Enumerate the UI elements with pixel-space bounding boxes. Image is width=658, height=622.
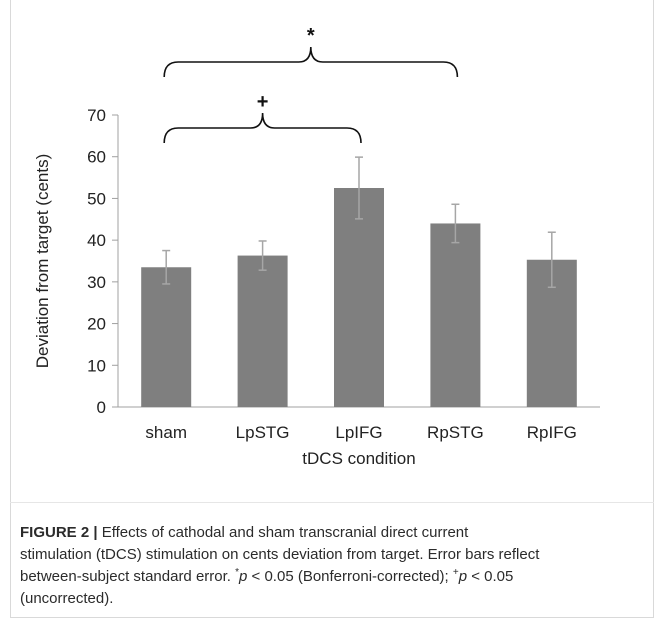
chart-error-bars <box>162 156 556 289</box>
x-axis-title: tDCS condition <box>302 449 415 468</box>
caption-text-3c: < 0.05 <box>467 568 514 585</box>
significance-brackets <box>163 46 459 144</box>
caption-text-3b: < 0.05 (Bonferroni-corrected); <box>247 568 453 585</box>
y-tick-label: 60 <box>87 148 106 167</box>
caption-figure-label: FIGURE 2 | <box>20 524 98 541</box>
significance-bracket-1 <box>163 46 459 78</box>
bar-LpIFG <box>334 188 384 407</box>
y-tick-label: 70 <box>87 106 106 125</box>
bar-sham <box>141 267 192 407</box>
bar-chart: 0 10 20 30 40 50 60 70 sham LpSTG LpIFG RpSTG RpIFG t… <box>33 25 600 468</box>
y-axis-title: Deviation from target (cents) <box>33 154 52 368</box>
caption-p-symbol: p <box>239 568 248 585</box>
chart-bars <box>141 188 577 407</box>
caption-p-symbol-2: p <box>458 568 468 585</box>
significance-marker: * <box>307 25 315 47</box>
caption-line-2: stimulation (tDCS) stimulation on cents … <box>20 546 540 563</box>
significance-marker: + <box>257 91 269 113</box>
y-tick-label: 40 <box>87 231 106 250</box>
figure-caption: FIGURE 2 | Effects of cathodal and sham … <box>20 522 646 610</box>
chart-labels: 0 10 20 30 40 50 60 70 sham LpSTG LpIFG RpSTG RpIFG t… <box>33 25 577 468</box>
figure-frame <box>10 0 654 618</box>
caption-text-1: Effects of cathodal and sham transcrania… <box>101 524 469 541</box>
caption-line-1: FIGURE 2 | Effects of cathodal and sham … <box>20 522 646 544</box>
bar-LpSTG <box>237 255 288 407</box>
caption-line-3: between-subject standard error. *p < 0.0… <box>20 566 646 588</box>
y-tick-label: 10 <box>87 356 106 375</box>
y-tick-label: 20 <box>87 315 106 334</box>
x-tick-label: LpIFG <box>335 423 382 442</box>
x-tick-label: RpSTG <box>427 423 484 442</box>
caption-separator <box>10 502 654 503</box>
caption-plus-symbol: + <box>452 567 459 578</box>
x-tick-label: LpSTG <box>236 423 290 442</box>
x-tick-label: RpIFG <box>527 423 577 442</box>
caption-line-4: (uncorrected). <box>20 590 114 607</box>
x-tick-label: sham <box>145 423 187 442</box>
y-tick-label: 30 <box>87 273 106 292</box>
bar-RpSTG <box>430 223 481 407</box>
y-tick-label: 50 <box>87 189 106 208</box>
y-tick-label: 0 <box>97 398 106 417</box>
caption-text-3a: between-subject standard error. <box>20 568 236 585</box>
significance-bracket-2 <box>163 112 362 144</box>
caption-star-symbol: * <box>235 567 240 578</box>
